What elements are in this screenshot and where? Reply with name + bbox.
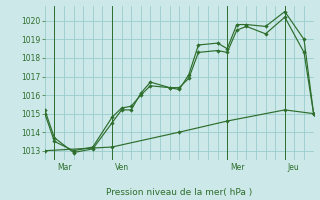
Text: Jeu: Jeu [288, 163, 300, 172]
Text: Mar: Mar [57, 163, 72, 172]
Text: Mer: Mer [230, 163, 244, 172]
Text: Ven: Ven [115, 163, 129, 172]
Text: Pression niveau de la mer( hPa ): Pression niveau de la mer( hPa ) [106, 188, 252, 197]
